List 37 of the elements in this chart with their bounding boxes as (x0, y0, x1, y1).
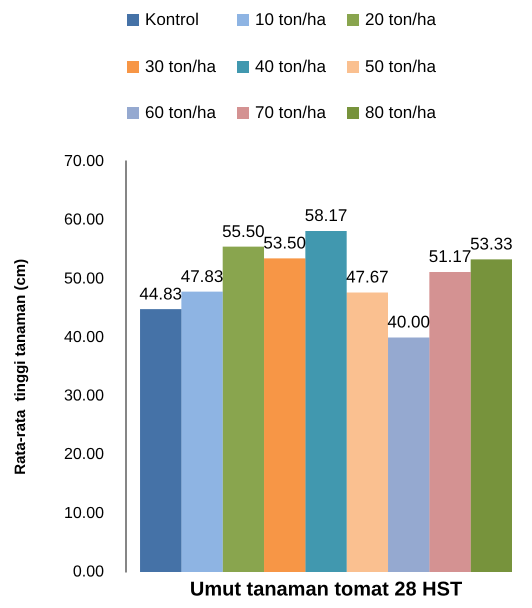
bar (264, 258, 306, 572)
bar (388, 337, 430, 572)
y-tick-label: 60.00 (64, 212, 104, 229)
legend-label: 20 ton/ha (365, 10, 436, 30)
data-label: 40.00 (387, 312, 430, 332)
legend-label: Kontrol (145, 10, 199, 30)
y-tick-label: 40.00 (64, 328, 104, 346)
data-label: 53.33 (470, 234, 513, 254)
y-tick-label: 10.00 (64, 504, 104, 522)
y-tick-label: 30.00 (64, 388, 104, 405)
data-label: 44.83 (139, 284, 182, 304)
y-axis-title: Rata-rata tinggi tanaman (cm) (12, 258, 30, 475)
legend-label: 10 ton/ha (255, 10, 326, 30)
legend-label: 80 ton/ha (365, 103, 436, 124)
y-tick-label: 70.00 (64, 153, 104, 170)
bar (470, 259, 512, 572)
data-label: 53.50 (263, 234, 306, 253)
legend-label: 70 ton/ha (255, 103, 326, 124)
data-label: 47.67 (346, 268, 389, 287)
bar (222, 246, 264, 572)
bar (181, 292, 223, 572)
y-tick-label: 50.00 (64, 270, 104, 288)
legend-label: 60 ton/ha (145, 103, 216, 124)
bar (429, 272, 471, 572)
data-label: 55.50 (222, 222, 265, 241)
x-axis-title: Umut tanaman tomat 28 HST (190, 578, 462, 601)
bar (346, 292, 388, 572)
data-label: 51.17 (428, 247, 472, 266)
bar (140, 309, 182, 572)
y-tick-label: 0.00 (72, 563, 104, 580)
bar (305, 230, 347, 572)
y-tick-label: 20.00 (64, 446, 104, 464)
legend-label: 30 ton/ha (145, 56, 216, 77)
legend-label: 50 ton/ha (365, 56, 436, 77)
legend-label: 40 ton/ha (255, 56, 326, 77)
data-label: 58.17 (304, 206, 348, 226)
data-label: 47.83 (180, 266, 224, 286)
